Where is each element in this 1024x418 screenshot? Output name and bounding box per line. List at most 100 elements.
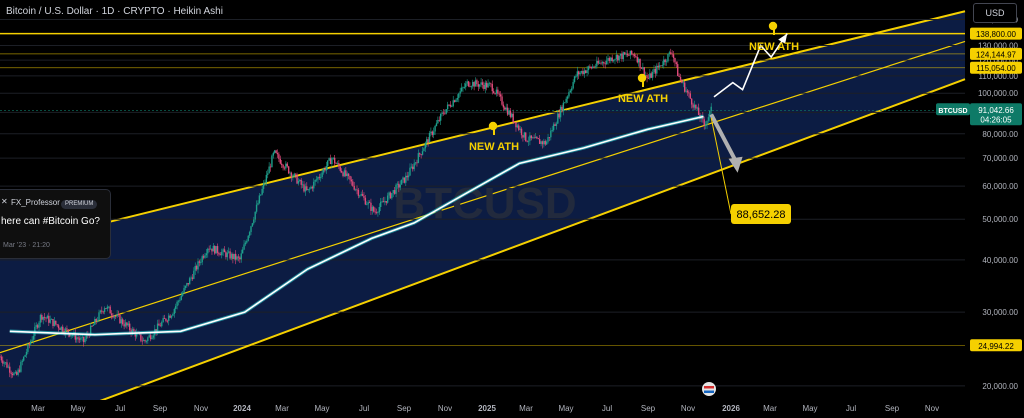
candle-body: [552, 124, 555, 131]
y-tick-label: 120,000.00: [978, 56, 1019, 65]
symbol-title[interactable]: Bitcoin / U.S. Dollar · 1D · CRYPTO · He…: [6, 6, 223, 17]
candle-body: [412, 166, 414, 170]
candle-body: [467, 81, 470, 87]
bar-countdown: 04:26:05: [980, 115, 1012, 124]
x-tick-label: Jul: [602, 404, 612, 413]
candle-body: [353, 185, 355, 190]
last-price-value: 91,042.66: [978, 106, 1014, 115]
moving-average-line: [9, 115, 704, 336]
candle-body: [336, 162, 339, 164]
level-price-label: 124,144.97: [976, 50, 1017, 59]
candle-body: [672, 54, 675, 58]
candle-body: [275, 150, 277, 153]
candle-body: [166, 320, 169, 322]
idea-title[interactable]: here can #Bitcoin Go?: [1, 216, 100, 227]
candle-body: [85, 334, 88, 339]
candle-body: [505, 107, 507, 110]
new-ath-annotation: NEW ATH: [618, 73, 668, 105]
candle-body: [248, 232, 251, 236]
candle-body: [276, 152, 279, 155]
y-tick-label: 70,000.00: [982, 154, 1018, 163]
candle-body: [452, 100, 454, 107]
candle-body: [55, 320, 57, 325]
candle-body: [491, 84, 493, 92]
candle-body: [490, 83, 492, 85]
candle-body: [81, 336, 83, 338]
candle-body: [380, 201, 382, 207]
candle-body: [558, 113, 560, 118]
candle-body: [268, 166, 270, 174]
candle-body: [557, 113, 559, 124]
candle-body: [232, 253, 234, 260]
candle-body: [41, 314, 43, 320]
candle-body: [416, 162, 418, 164]
candle-body: [156, 323, 159, 332]
candle-body: [431, 131, 433, 135]
candle-body: [670, 52, 672, 54]
candle-body: [545, 141, 548, 145]
candle-body: [590, 66, 592, 69]
candles-layer: [0, 48, 712, 379]
candle-body: [554, 124, 556, 126]
pointing-hand-finger: [493, 128, 495, 135]
candle-body: [631, 50, 633, 55]
candle-body: [501, 96, 503, 105]
idea-popup[interactable]: ✕ FX_Professor PREMIUM here can #Bitcoin…: [0, 189, 111, 259]
candle-body: [130, 329, 132, 333]
candle-body: [103, 308, 106, 312]
candle-body: [254, 211, 256, 220]
candle-body: [24, 355, 26, 357]
candle-body: [384, 201, 386, 203]
candle-body: [308, 188, 311, 190]
candle-body: [56, 324, 58, 326]
currency-button[interactable]: USD: [973, 3, 1017, 23]
candle-body: [419, 153, 421, 155]
candle-body: [292, 176, 294, 178]
candle-body: [345, 170, 347, 176]
candle-body: [455, 99, 457, 103]
y-tick-label: 50,000.00: [982, 215, 1018, 224]
event-marker-stripe: [704, 386, 714, 389]
candle-body: [303, 184, 305, 192]
candle-body: [660, 65, 662, 67]
candle-body: [149, 335, 152, 340]
candle-body: [126, 322, 128, 326]
candle-body: [664, 59, 666, 63]
candle-body: [64, 328, 67, 334]
candle-body: [668, 52, 671, 54]
candle-body: [31, 339, 33, 342]
level-label-bg: [970, 27, 1022, 40]
candle-body: [571, 88, 573, 91]
candle-body: [208, 248, 210, 250]
candle-body: [109, 306, 111, 314]
candle-body: [495, 89, 498, 94]
candle-body: [216, 246, 219, 253]
candle-body: [465, 83, 467, 88]
candle-body: [10, 372, 12, 374]
candle-body: [200, 262, 202, 264]
candle-body: [333, 157, 336, 164]
candle-body: [314, 179, 316, 182]
candle-body: [175, 306, 177, 309]
candle-body: [112, 315, 114, 318]
candle-body: [536, 136, 538, 139]
candle-body: [688, 92, 690, 94]
candle-body: [212, 245, 215, 252]
candle-body: [45, 317, 47, 319]
candle-body: [13, 372, 15, 376]
y-tick-label: 130,000.00: [978, 42, 1019, 51]
candle-body: [566, 96, 569, 99]
x-tick-label: Sep: [153, 404, 168, 413]
author-name[interactable]: FX_Professor: [11, 198, 60, 207]
x-tick-label: May: [558, 404, 573, 413]
candle-body: [38, 322, 40, 328]
candle-body: [591, 66, 594, 69]
candle-body: [279, 158, 281, 164]
candle-body: [651, 72, 654, 78]
projection-down-path: [709, 113, 738, 162]
candle-body: [184, 285, 187, 289]
candle-body: [53, 320, 56, 327]
candle-body: [349, 175, 351, 180]
candle-body: [410, 166, 413, 168]
